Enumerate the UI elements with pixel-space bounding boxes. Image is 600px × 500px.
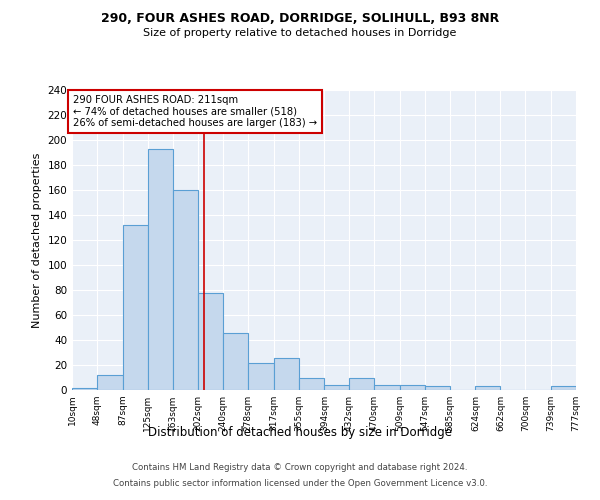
Bar	[400, 385, 425, 390]
Text: Contains public sector information licensed under the Open Government Licence v3: Contains public sector information licen…	[113, 478, 487, 488]
Bar	[425, 386, 450, 390]
Bar	[299, 378, 325, 390]
Bar	[122, 225, 148, 390]
Bar	[248, 362, 274, 390]
Bar	[325, 385, 349, 390]
Bar	[148, 149, 173, 390]
Bar	[72, 388, 97, 390]
Text: Size of property relative to detached houses in Dorridge: Size of property relative to detached ho…	[143, 28, 457, 38]
Bar	[274, 358, 299, 390]
Text: 290 FOUR ASHES ROAD: 211sqm
← 74% of detached houses are smaller (518)
26% of se: 290 FOUR ASHES ROAD: 211sqm ← 74% of det…	[73, 95, 317, 128]
Bar	[173, 190, 198, 390]
Bar	[349, 378, 374, 390]
Bar	[475, 386, 500, 390]
Bar	[97, 375, 122, 390]
Bar	[198, 292, 223, 390]
Y-axis label: Number of detached properties: Number of detached properties	[32, 152, 42, 328]
Text: Contains HM Land Registry data © Crown copyright and database right 2024.: Contains HM Land Registry data © Crown c…	[132, 464, 468, 472]
Bar	[551, 386, 576, 390]
Bar	[374, 385, 400, 390]
Text: 290, FOUR ASHES ROAD, DORRIDGE, SOLIHULL, B93 8NR: 290, FOUR ASHES ROAD, DORRIDGE, SOLIHULL…	[101, 12, 499, 26]
Text: Distribution of detached houses by size in Dorridge: Distribution of detached houses by size …	[148, 426, 452, 439]
Bar	[223, 332, 248, 390]
